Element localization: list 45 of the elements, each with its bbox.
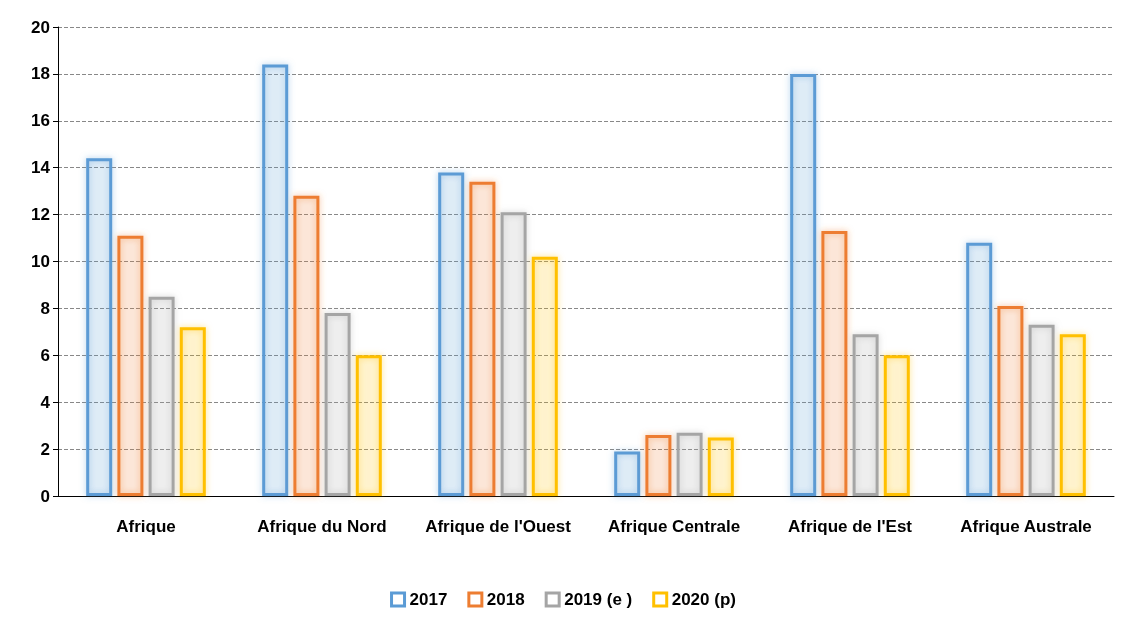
- bar: [676, 432, 703, 496]
- bar: [1059, 334, 1086, 496]
- bar: [117, 235, 144, 496]
- x-tick-label: Afrique: [116, 517, 176, 536]
- bar: [790, 73, 817, 496]
- y-tick-label: 16: [31, 111, 50, 131]
- bar: [614, 451, 641, 496]
- bar: [852, 334, 879, 496]
- bar: [86, 158, 113, 496]
- bar: [438, 172, 465, 496]
- bar: [500, 212, 527, 496]
- y-tick-label: 8: [40, 298, 50, 318]
- bar: [645, 435, 672, 496]
- bar: [1028, 324, 1055, 496]
- x-tick-label: Afrique Australe: [960, 517, 1092, 536]
- bar: [883, 355, 910, 496]
- y-tick-label: 12: [31, 205, 50, 225]
- y-tick-label: 10: [31, 252, 50, 271]
- legend-label: 2019 (e ): [564, 590, 633, 609]
- x-tick-label: Afrique de l'Ouest: [425, 517, 572, 536]
- bar: [966, 242, 993, 496]
- x-tick-label: Afrique du Nord: [257, 517, 387, 536]
- bar: [179, 327, 206, 496]
- legend-label: 2018: [486, 590, 525, 609]
- y-tick-label: 6: [40, 345, 50, 365]
- y-tick-label: 4: [40, 392, 51, 412]
- bar: [262, 64, 289, 496]
- legend-label: 2020 (p): [671, 590, 736, 609]
- bar: [324, 313, 351, 496]
- legend-label: 2017: [409, 590, 448, 609]
- bar: [997, 306, 1024, 496]
- bar: [469, 181, 496, 496]
- bar: [355, 355, 382, 496]
- y-tick-label: 2: [40, 439, 50, 459]
- bar: [293, 195, 320, 496]
- bar: [707, 437, 734, 496]
- bar: [148, 296, 175, 496]
- y-tick-label: 0: [40, 486, 50, 506]
- x-tick-label: Afrique Centrale: [607, 517, 741, 536]
- x-tick-label: Afrique de l'Est: [787, 517, 913, 536]
- y-tick-label: 18: [31, 64, 50, 84]
- y-tick-label: 20: [31, 17, 50, 37]
- bar: [821, 231, 848, 496]
- y-tick-label: 14: [31, 158, 51, 178]
- bar: [531, 256, 558, 496]
